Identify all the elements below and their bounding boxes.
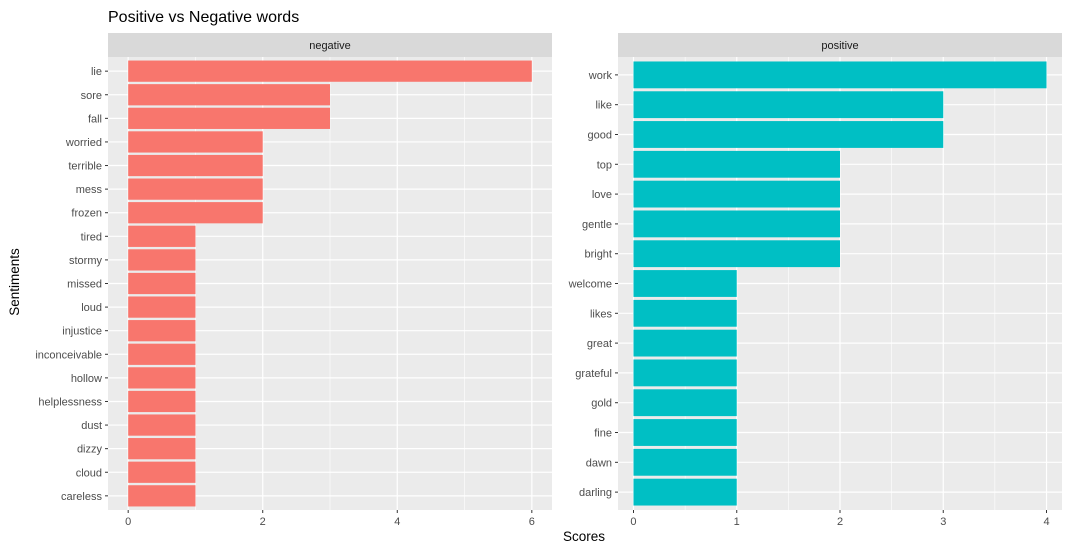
category-label-fine: fine — [594, 428, 612, 440]
bar-dawn — [633, 448, 737, 476]
bar-fall — [128, 107, 330, 129]
category-label-bright: bright — [584, 249, 612, 261]
bar-grateful — [633, 359, 737, 387]
x-axis-title: Scores — [563, 529, 605, 544]
bar-cloud — [128, 461, 196, 483]
bar-terrible — [128, 154, 263, 177]
strip-background — [618, 33, 1062, 57]
bar-darling — [633, 478, 737, 506]
x-tick-label: 0 — [630, 516, 636, 528]
bar-bright — [633, 240, 840, 268]
bar-worried — [128, 131, 263, 153]
bar-likes — [633, 299, 737, 327]
bar-work — [633, 61, 1047, 89]
bar-inconceivable — [128, 343, 196, 365]
category-label-dizzy: dizzy — [77, 444, 103, 456]
bar-lie — [128, 60, 532, 82]
bar-gentle — [633, 210, 840, 238]
x-tick-label: 4 — [394, 516, 400, 528]
category-label-gold: gold — [591, 398, 612, 410]
category-label-gentle: gentle — [582, 219, 612, 231]
category-label-great: great — [587, 338, 612, 350]
bar-frozen — [128, 202, 263, 224]
x-tick-label: 2 — [837, 516, 843, 528]
bar-hollow — [128, 367, 196, 389]
category-label-dust: dust — [81, 420, 102, 432]
bar-stormy — [128, 249, 196, 271]
bar-sore — [128, 84, 330, 106]
category-label-welcome: welcome — [568, 279, 612, 291]
bar-like — [633, 91, 944, 119]
category-label-stormy: stormy — [69, 255, 103, 267]
bar-loud — [128, 296, 196, 318]
category-label-good: good — [588, 129, 612, 141]
category-label-likes: likes — [590, 308, 613, 320]
chart-title: Positive vs Negative words — [108, 9, 299, 26]
bar-top — [633, 150, 840, 178]
category-label-terrible: terrible — [68, 161, 102, 173]
facet-panels: negative 0 2 4 6 lie sore fall worried terrible me… — [35, 33, 1062, 528]
category-label-fall: fall — [88, 113, 102, 125]
bar-helplessness — [128, 390, 196, 413]
x-tick-label: 4 — [1043, 516, 1049, 528]
category-label-mess: mess — [76, 184, 103, 196]
bar-tired — [128, 225, 196, 247]
category-label-injustice: injustice — [62, 326, 102, 338]
panel-negative: negative 0 2 4 6 lie sore fall worried terrible me… — [35, 33, 552, 528]
category-label-loud: loud — [81, 302, 102, 314]
strip-label-negative: negative — [309, 40, 351, 52]
category-label-top: top — [597, 159, 612, 171]
category-label-careless: careless — [61, 491, 102, 503]
category-label-helplessness: helplessness — [38, 396, 102, 408]
x-tick-label: 6 — [529, 516, 535, 528]
bar-gold — [633, 389, 737, 417]
x-tick-label: 3 — [940, 516, 946, 528]
category-label-cloud: cloud — [76, 467, 102, 479]
bar-mess — [128, 178, 263, 200]
strip-label-positive: positive — [821, 40, 858, 52]
category-label-grateful: grateful — [575, 368, 612, 380]
category-label-sore: sore — [81, 90, 102, 102]
category-label-hollow: hollow — [71, 373, 102, 385]
category-label-worried: worried — [65, 137, 102, 149]
category-label-tired: tired — [81, 231, 102, 243]
category-label-love: love — [592, 189, 612, 201]
category-label-missed: missed — [67, 279, 102, 291]
x-tick-label: 0 — [125, 516, 131, 528]
bar-injustice — [128, 320, 196, 342]
bar-love — [633, 180, 840, 208]
category-label-inconceivable: inconceivable — [35, 349, 102, 361]
category-label-darling: darling — [579, 487, 612, 499]
bar-great — [633, 329, 737, 357]
x-tick-label: 1 — [734, 516, 740, 528]
category-label-dawn: dawn — [586, 457, 612, 469]
bar-careless — [128, 485, 196, 507]
category-label-lie: lie — [91, 66, 102, 78]
bar-dizzy — [128, 438, 196, 460]
panel-positive: positive 0 1 2 3 4 work like good top love gentle br… — [568, 33, 1062, 528]
bar-dust — [128, 414, 196, 436]
category-label-frozen: frozen — [71, 208, 102, 220]
bar-missed — [128, 272, 196, 295]
category-label-work: work — [588, 70, 613, 82]
bar-fine — [633, 419, 737, 446]
y-axis-title: Sentiments — [7, 248, 22, 316]
category-label-like: like — [595, 100, 612, 112]
strip-background — [108, 33, 552, 57]
x-tick-label: 2 — [260, 516, 266, 528]
bar-good — [633, 121, 944, 148]
bar-welcome — [633, 270, 737, 297]
